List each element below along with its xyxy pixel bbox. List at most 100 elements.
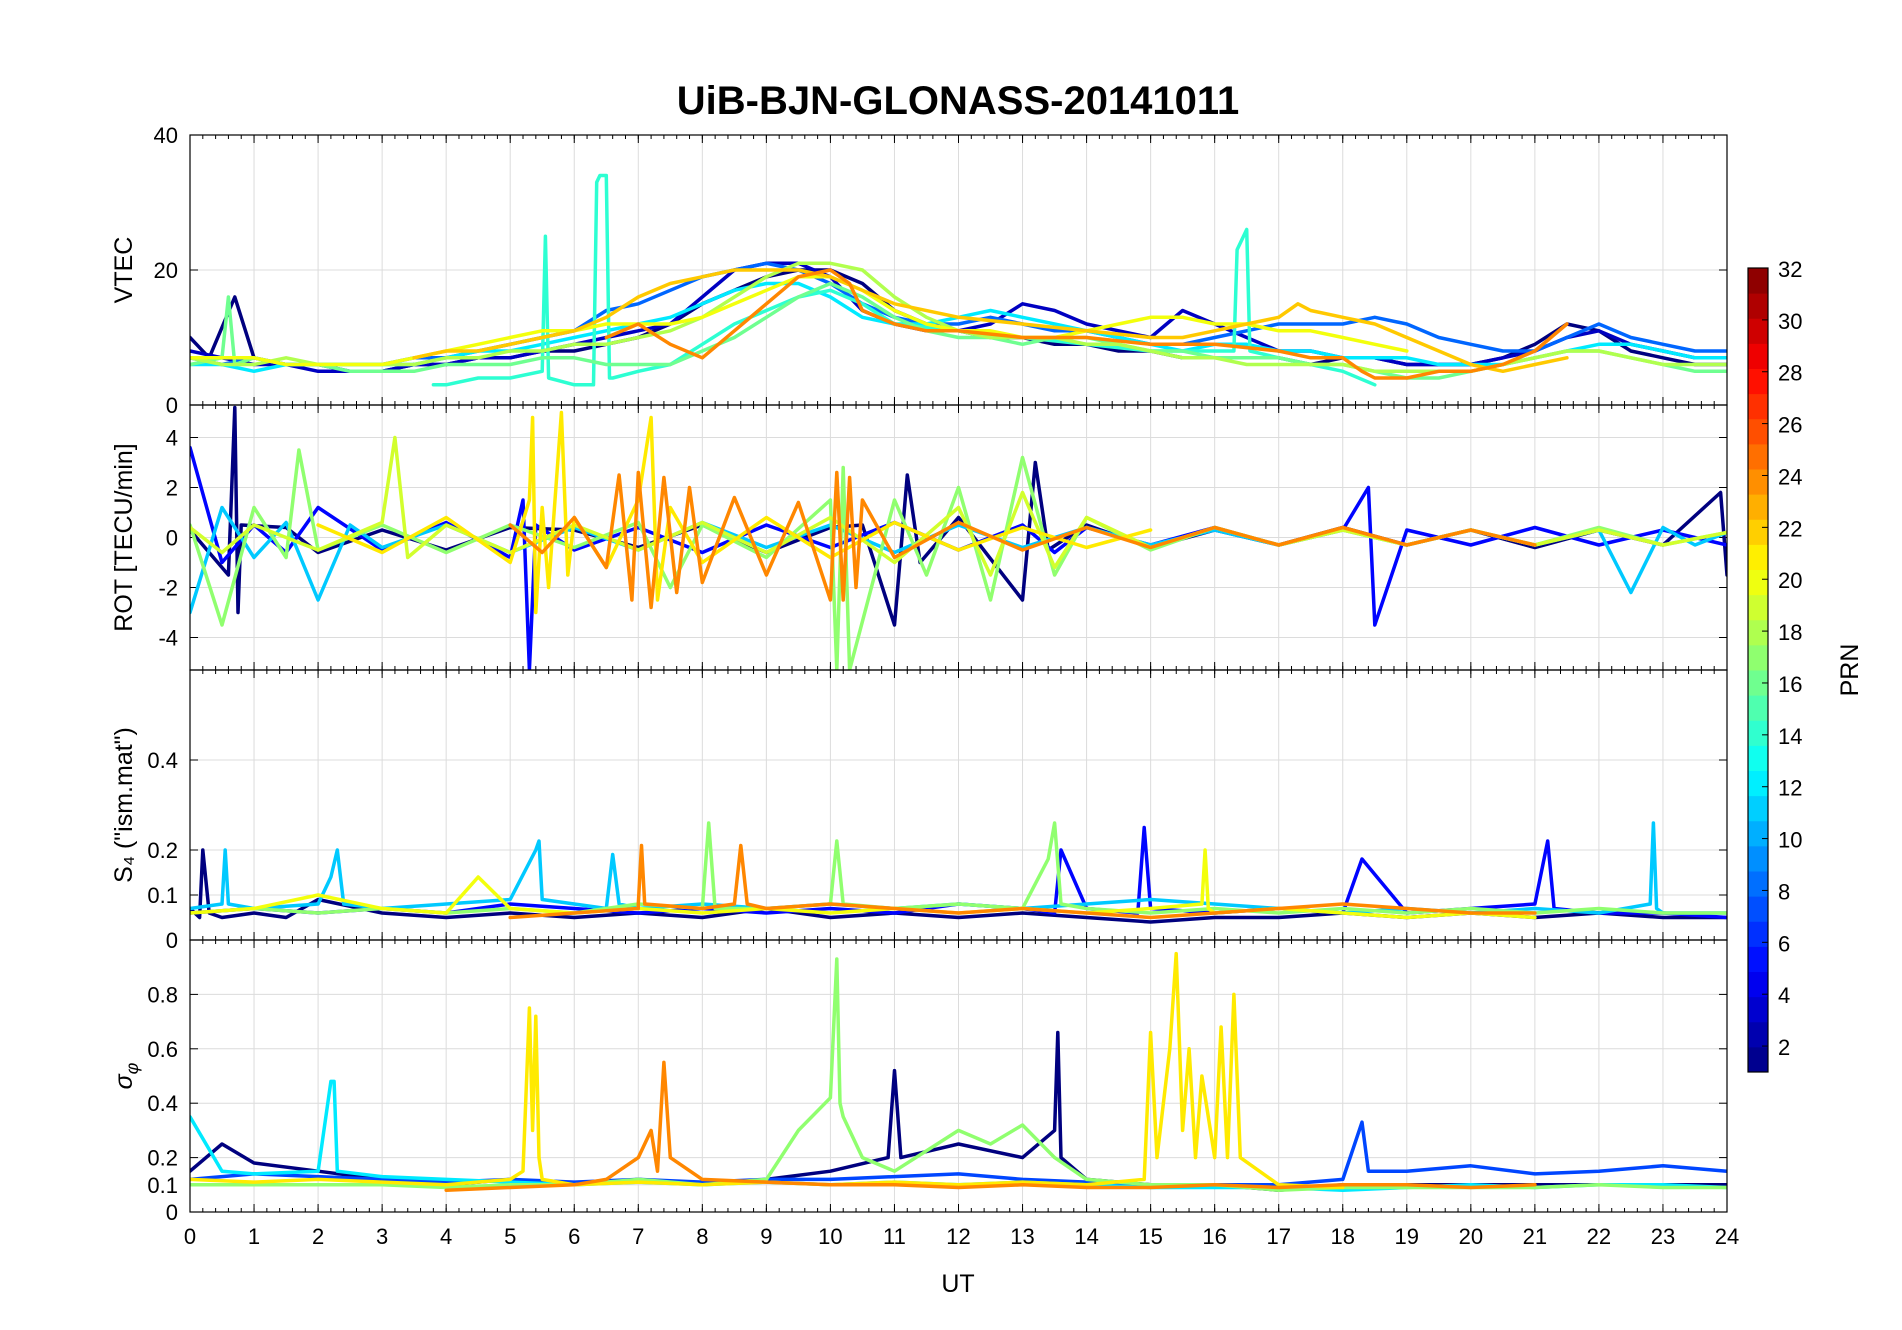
series-line-prn-21 <box>190 951 1345 1190</box>
panel-1: 0 20 40 VTEC <box>110 123 1728 418</box>
colorbar-tick-label: 32 <box>1778 257 1802 282</box>
x-tick-label: 2 <box>312 1224 324 1249</box>
colorbar-swatch <box>1748 1021 1768 1048</box>
colorbar-swatch <box>1748 695 1768 721</box>
colorbar-tick-label: 6 <box>1778 931 1790 956</box>
y-tick-label: 0 <box>166 1200 178 1225</box>
colorbar-swatch <box>1748 293 1768 319</box>
colorbar-swatch <box>1748 343 1768 369</box>
y-tick-label: 0.1 <box>147 883 178 908</box>
series-line-prn-22 <box>412 268 1569 374</box>
panel-4: 00.10.2 0.4 0.6 0.8 σφ <box>110 939 1728 1225</box>
colorbar-swatch <box>1748 644 1768 671</box>
colorbar-tick-label: 10 <box>1778 828 1802 853</box>
y-axis-title: ROT [TECU/min] <box>110 443 138 631</box>
x-tick-label: 3 <box>376 1224 388 1249</box>
x-tick-label: 24 <box>1715 1224 1739 1249</box>
colorbar-swatch <box>1748 720 1768 746</box>
x-tick-label: 10 <box>818 1224 842 1249</box>
colorbar-tick-label: 14 <box>1778 724 1802 749</box>
y-axis-title: σφ <box>110 1062 142 1089</box>
x-tick-label: 7 <box>632 1224 644 1249</box>
colorbar-swatch <box>1748 393 1768 420</box>
y-tick-label: 0.4 <box>147 748 178 773</box>
x-tick-label: 4 <box>440 1224 452 1249</box>
y-tick-label: -4 <box>158 626 178 651</box>
x-tick-labels: 0 1 2 3 4 5 6 7 8 9 10 11 12 13 14 15 16 17 18 19 20 21 22 23 24 <box>184 1224 1739 1249</box>
y-tick-label: 2 <box>166 476 178 501</box>
y-tick-label: 40 <box>154 123 178 148</box>
colorbar-swatch <box>1748 519 1768 545</box>
x-tick-label: 21 <box>1523 1224 1547 1249</box>
panel-2: -4 -2 0 2 4 ROT [TECU/min] <box>110 404 1728 671</box>
colorbar-swatch <box>1748 921 1768 947</box>
series-line-prn-24 <box>444 1060 1537 1192</box>
colorbar-swatch <box>1748 619 1768 646</box>
x-tick-label: 8 <box>696 1224 708 1249</box>
colorbar-tick-label: 16 <box>1778 672 1802 697</box>
colorbar-swatch <box>1748 418 1768 445</box>
y-tick-label: 0.4 <box>147 1091 178 1116</box>
colorbar-tick-label: 20 <box>1778 568 1802 593</box>
colorbar-swatch <box>1748 443 1768 470</box>
x-tick-label: 15 <box>1138 1224 1162 1249</box>
colorbar-swatch <box>1748 368 1768 395</box>
colorbar-swatch <box>1748 971 1768 998</box>
x-axis-title: UT <box>941 1270 974 1298</box>
colorbar-tick-label: 8 <box>1778 879 1790 904</box>
colorbar-swatch <box>1748 1046 1768 1073</box>
series-line-prn-17 <box>190 957 1727 1192</box>
panel-frame <box>189 939 1728 1213</box>
colorbar-tick-label: 4 <box>1778 983 1790 1008</box>
colorbar-swatch <box>1748 594 1768 621</box>
colorbar-swatch <box>1748 871 1768 897</box>
x-tick-label: 5 <box>504 1224 516 1249</box>
series-group <box>190 821 1727 924</box>
colorbar-tick-label: 12 <box>1778 776 1802 801</box>
colorbar-tick-label: 30 <box>1778 309 1802 334</box>
x-tick-label: 14 <box>1074 1224 1098 1249</box>
x-tick-label: 22 <box>1587 1224 1611 1249</box>
panel-3: 0 0.1 0.2 0.4 S₄ ("ism.mat") <box>110 669 1728 953</box>
colorbar-swatch <box>1748 318 1768 344</box>
colorbar-swatch <box>1748 670 1768 696</box>
colorbar-tick-label: 24 <box>1778 464 1802 489</box>
y-tick-label: 0.2 <box>147 838 178 863</box>
colorbar-tick-label: 28 <box>1778 361 1802 386</box>
colorbar-title: PRN <box>1836 644 1864 697</box>
y-tick-label: -2 <box>158 576 178 601</box>
y-tick-label: 0 <box>166 526 178 551</box>
y-tick-label: 0 <box>166 928 178 953</box>
colorbar-swatch <box>1748 820 1768 847</box>
colorbar-swatch <box>1748 745 1768 771</box>
colorbar-swatch <box>1748 996 1768 1023</box>
y-tick-label: 0 <box>166 393 178 418</box>
colorbar-swatch <box>1748 494 1768 520</box>
y-tick-label: 4 <box>166 426 178 451</box>
y-tick-label: 0.2 <box>147 1146 178 1171</box>
x-tick-label: 13 <box>1010 1224 1034 1249</box>
x-tick-label: 0 <box>184 1224 196 1249</box>
colorbar-tick-label: 22 <box>1778 516 1802 541</box>
x-tick-label: 20 <box>1459 1224 1483 1249</box>
series-group <box>190 173 1727 387</box>
colorbar-swatch <box>1748 795 1768 822</box>
series-group <box>190 405 1727 670</box>
series-group <box>190 951 1727 1192</box>
series-line-prn-24 <box>508 470 1537 610</box>
x-tick-label: 9 <box>760 1224 772 1249</box>
y-tick-label: 0.8 <box>147 982 178 1007</box>
y-axis-title: VTEC <box>110 237 138 304</box>
colorbar-swatch <box>1748 268 1768 294</box>
colorbar-tick-label: 2 <box>1778 1035 1790 1060</box>
colorbar-tick-label: 26 <box>1778 413 1802 438</box>
colorbar-swatch <box>1748 770 1768 797</box>
y-tick-label: 0.1 <box>147 1173 178 1198</box>
colorbar-tick-label: 18 <box>1778 620 1802 645</box>
colorbar-swatch <box>1748 569 1768 596</box>
x-tick-label: 6 <box>568 1224 580 1249</box>
x-tick-label: 19 <box>1395 1224 1419 1249</box>
series-line-prn-24 <box>508 843 1537 920</box>
